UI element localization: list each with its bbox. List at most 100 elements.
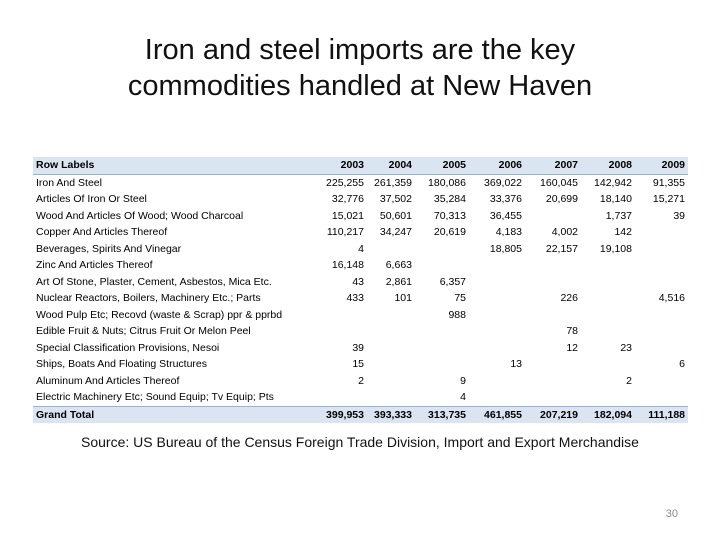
value-cell bbox=[525, 274, 581, 291]
row-label: Wood Pulp Etc; Recovd (waste & Scrap) pp… bbox=[36, 308, 283, 321]
value-cell: 988 bbox=[448, 308, 466, 321]
grand-total-value: 111,188 bbox=[635, 405, 688, 423]
row-label: Aluminum And Articles Thereof bbox=[36, 374, 180, 387]
value-cell: 225,255 bbox=[326, 176, 364, 189]
value-cell: 9 bbox=[460, 374, 466, 387]
table-header-row: Row Labels 2003 2004 2005 2006 2007 2008 2009 bbox=[33, 157, 688, 175]
value-cell: 6,357 bbox=[439, 275, 466, 288]
value-cell bbox=[469, 340, 525, 357]
value-cell: 13 bbox=[510, 358, 522, 370]
row-label: Wood And Articles Of Wood; Wood Charcoal bbox=[36, 209, 244, 222]
value-cell: 37,502 bbox=[379, 193, 412, 205]
value-cell bbox=[525, 356, 581, 373]
value-cell: 4,516 bbox=[658, 292, 685, 304]
value-cell: 369,022 bbox=[484, 176, 522, 189]
page-number: 30 bbox=[665, 508, 678, 520]
value-cell bbox=[635, 241, 688, 258]
value-cell: 15,271 bbox=[652, 193, 685, 205]
grand-total-row: Grand Total 399,953 393,333 313,735 461,855 2… bbox=[33, 405, 688, 423]
value-cell: 6,663 bbox=[385, 259, 412, 271]
value-cell: 110,217 bbox=[326, 226, 364, 238]
value-cell bbox=[469, 257, 525, 274]
value-cell bbox=[581, 307, 635, 324]
value-cell: 75 bbox=[454, 292, 466, 304]
value-cell bbox=[635, 224, 688, 241]
value-cell bbox=[415, 356, 469, 373]
row-label: Special Classification Provisions, Nesoi bbox=[36, 341, 220, 354]
table-row: Art Of Stone, Plaster, Cement, Asbestos,… bbox=[33, 274, 688, 291]
value-cell: 39 bbox=[352, 341, 364, 354]
value-cell bbox=[635, 340, 688, 357]
value-cell: 70,313 bbox=[433, 209, 466, 222]
value-cell: 19,108 bbox=[599, 242, 632, 255]
value-cell bbox=[469, 373, 525, 390]
value-cell bbox=[367, 307, 415, 324]
value-cell: 4 bbox=[460, 391, 466, 403]
value-cell bbox=[525, 257, 581, 274]
source-note: Source: US Bureau of the Census Foreign … bbox=[81, 434, 639, 450]
row-label: Art Of Stone, Plaster, Cement, Asbestos,… bbox=[36, 275, 272, 288]
value-cell bbox=[469, 274, 525, 291]
grand-total-value: 393,333 bbox=[367, 405, 415, 423]
row-label: Electric Machinery Etc; Sound Equip; Tv … bbox=[36, 391, 274, 403]
value-cell bbox=[415, 241, 469, 258]
table-row: Zinc And Articles Thereof 16,148 6,663 bbox=[33, 257, 688, 274]
value-cell: 18,140 bbox=[599, 193, 632, 205]
value-cell: 15,021 bbox=[331, 209, 364, 222]
value-cell bbox=[635, 389, 688, 406]
value-cell bbox=[635, 257, 688, 274]
value-cell bbox=[581, 274, 635, 291]
value-cell bbox=[581, 290, 635, 307]
value-cell bbox=[525, 373, 581, 390]
value-cell bbox=[310, 323, 367, 340]
value-cell bbox=[635, 307, 688, 324]
value-cell: 261,359 bbox=[374, 176, 412, 189]
table-body: Iron And Steel 225,255 261,359 180,086 369,0… bbox=[33, 174, 688, 406]
value-cell: 36,455 bbox=[489, 209, 522, 222]
value-cell bbox=[635, 323, 688, 340]
row-label: Ships, Boats And Floating Structures bbox=[36, 358, 208, 370]
value-cell: 142 bbox=[614, 226, 632, 238]
value-cell bbox=[367, 356, 415, 373]
value-cell: 2,861 bbox=[385, 275, 412, 288]
value-cell bbox=[581, 257, 635, 274]
row-label: Iron And Steel bbox=[36, 176, 102, 189]
value-cell: 39 bbox=[673, 209, 685, 222]
row-label: Zinc And Articles Thereof bbox=[36, 259, 153, 271]
table-row: Special Classification Provisions, Nesoi… bbox=[33, 340, 688, 357]
value-cell: 18,805 bbox=[489, 242, 522, 255]
value-cell bbox=[367, 389, 415, 406]
row-label: Edible Fruit & Nuts; Citrus Fruit Or Mel… bbox=[36, 325, 251, 337]
value-cell: 4,183 bbox=[495, 226, 522, 238]
value-cell: 20,699 bbox=[545, 193, 578, 205]
value-cell: 34,247 bbox=[379, 226, 412, 238]
value-cell: 16,148 bbox=[331, 259, 364, 271]
value-cell bbox=[581, 323, 635, 340]
grand-total-value: 313,735 bbox=[415, 405, 469, 423]
value-cell: 160,045 bbox=[540, 176, 578, 189]
grand-total-label: Grand Total bbox=[33, 405, 310, 423]
grand-total-value: 461,855 bbox=[469, 405, 525, 423]
value-cell: 33,376 bbox=[489, 193, 522, 205]
column-header-year: 2009 bbox=[635, 157, 688, 175]
value-cell: 101 bbox=[394, 292, 412, 304]
value-cell: 180,086 bbox=[428, 176, 466, 189]
value-cell: 22,157 bbox=[545, 242, 578, 255]
value-cell bbox=[415, 323, 469, 340]
value-cell bbox=[525, 208, 581, 225]
value-cell: 6 bbox=[679, 358, 685, 370]
value-cell bbox=[310, 389, 367, 406]
table-row: Ships, Boats And Floating Structures 15 13… bbox=[33, 356, 688, 373]
value-cell: 15 bbox=[352, 358, 364, 370]
value-cell: 35,284 bbox=[433, 193, 466, 205]
value-cell: 226 bbox=[560, 292, 578, 304]
row-label: Beverages, Spirits And Vinegar bbox=[36, 242, 182, 255]
value-cell bbox=[367, 373, 415, 390]
column-header-row-labels: Row Labels bbox=[33, 157, 310, 175]
value-cell bbox=[415, 257, 469, 274]
value-cell: 2 bbox=[358, 374, 364, 387]
column-header-year: 2008 bbox=[581, 157, 635, 175]
table-row: Nuclear Reactors, Boilers, Machinery Etc… bbox=[33, 290, 688, 307]
value-cell bbox=[415, 340, 469, 357]
grand-total-value: 399,953 bbox=[310, 405, 367, 423]
